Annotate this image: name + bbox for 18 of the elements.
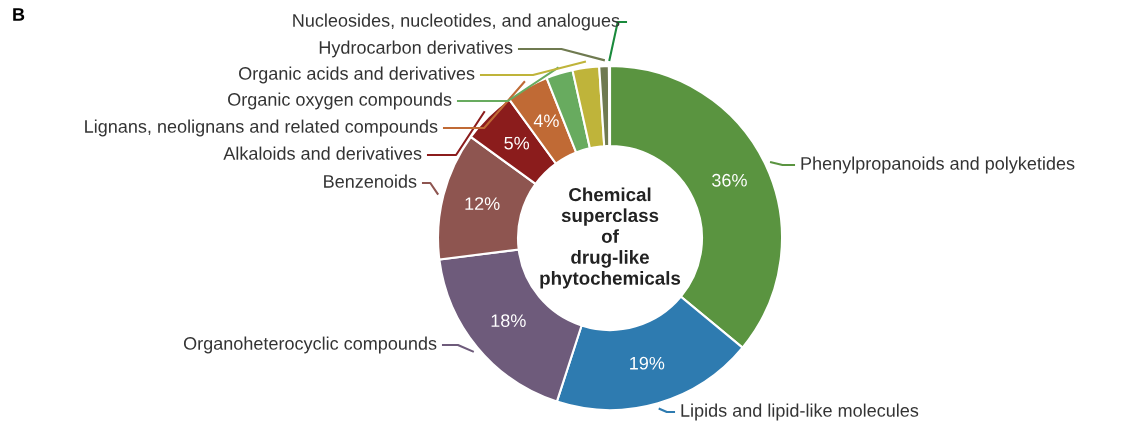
text: Chemical superclass of drug-like phytochemicals: [540, 187, 681, 289]
data-label: 4%: [533, 114, 559, 128]
slice-label: Nucleosides, nucleotides, and analogues: [293, 13, 620, 31]
slice-label: Organic oxygen compounds: [228, 92, 452, 110]
slice-label: Hydrocarbon derivatives: [319, 40, 513, 58]
slice-label: Lipids and lipid-like molecules: [681, 403, 919, 421]
slice-label: Benzenoids: [324, 174, 417, 188]
slice-label: Lignans, neolignans and related compounds: [85, 119, 438, 137]
text: B: [13, 8, 25, 21]
slice-label: Phenylpropanoids and polyketides: [801, 156, 1075, 174]
data-label: 36%: [712, 173, 747, 187]
slice-label: Organoheterocyclic compounds: [183, 336, 437, 354]
data-label: 18%: [491, 314, 526, 327]
data-label: 5%: [504, 136, 530, 150]
data-label: 19%: [630, 356, 665, 370]
data-label: 12%: [465, 197, 500, 210]
slice-label: Organic acids and derivatives: [239, 66, 475, 84]
slice-label: Alkaloids and derivatives: [223, 146, 422, 160]
